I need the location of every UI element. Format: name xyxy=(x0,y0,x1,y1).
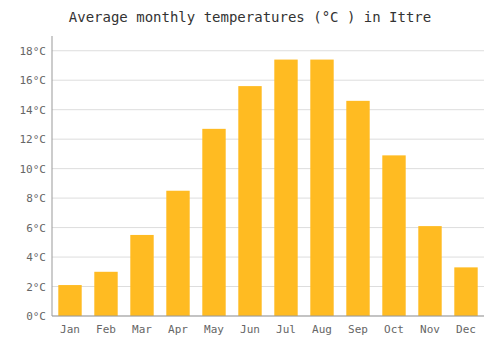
bar xyxy=(130,235,153,316)
bar xyxy=(454,267,477,316)
y-tick-label: 10°C xyxy=(20,163,47,176)
grid-line xyxy=(52,109,484,110)
y-grid xyxy=(52,51,484,316)
x-axis-line xyxy=(52,316,484,317)
bar xyxy=(418,226,441,316)
bar xyxy=(166,191,189,316)
bars xyxy=(58,60,477,316)
y-tick-label: 18°C xyxy=(20,45,47,58)
x-tick-label: May xyxy=(204,323,224,336)
x-tick-label: Aug xyxy=(312,323,332,336)
bar xyxy=(58,285,81,316)
title: Average monthly temperatures (°C ) in It… xyxy=(69,9,431,25)
x-tick-label: Nov xyxy=(420,323,440,336)
x-tick-label: Jul xyxy=(276,323,296,336)
bar xyxy=(310,60,333,316)
grid-line xyxy=(52,50,484,51)
grid-line xyxy=(52,139,484,140)
grid-line xyxy=(52,168,484,169)
x-tick-label: Mar xyxy=(132,323,152,336)
x-tick-label: Feb xyxy=(96,323,116,336)
y-tick-label: 8°C xyxy=(26,192,46,205)
y-tick-label: 0°C xyxy=(26,310,46,323)
x-tick-label: Jun xyxy=(240,323,260,336)
x-tick-label: Jan xyxy=(60,323,80,336)
y-tick-label: 6°C xyxy=(26,222,46,235)
x-tick-label: Sep xyxy=(348,323,368,336)
bar xyxy=(382,155,405,316)
y-tick-label: 4°C xyxy=(26,251,46,264)
x-tick-label: Oct xyxy=(384,323,404,336)
chart: Average monthly temperatures (°C ) in It… xyxy=(0,0,500,350)
y-tick-label: 12°C xyxy=(20,133,47,146)
page: {"chart_data": {"type": "bar", "title": … xyxy=(0,0,500,350)
bar xyxy=(274,60,297,316)
x-tick-label: Apr xyxy=(168,323,188,336)
grid-line xyxy=(52,316,484,317)
bar xyxy=(346,101,369,316)
y-tick-label: 16°C xyxy=(20,74,47,87)
x-axis: Jan Feb Mar Apr May Jun Jul Aug Sep Oct Nov Dec xyxy=(52,316,484,336)
grid-line xyxy=(52,198,484,199)
grid-line xyxy=(52,80,484,81)
y-axis: 0°C 2°C 4°C 6°C 8°C 10°C 12°C 14°C 16°C 18°C xyxy=(20,36,53,323)
y-tick-label: 2°C xyxy=(26,281,46,294)
x-tick-label: Dec xyxy=(456,323,476,336)
y-tick-label: 14°C xyxy=(20,104,47,117)
bar xyxy=(202,129,225,316)
bar xyxy=(238,86,261,316)
bar xyxy=(94,272,117,316)
y-axis-line xyxy=(52,36,53,316)
